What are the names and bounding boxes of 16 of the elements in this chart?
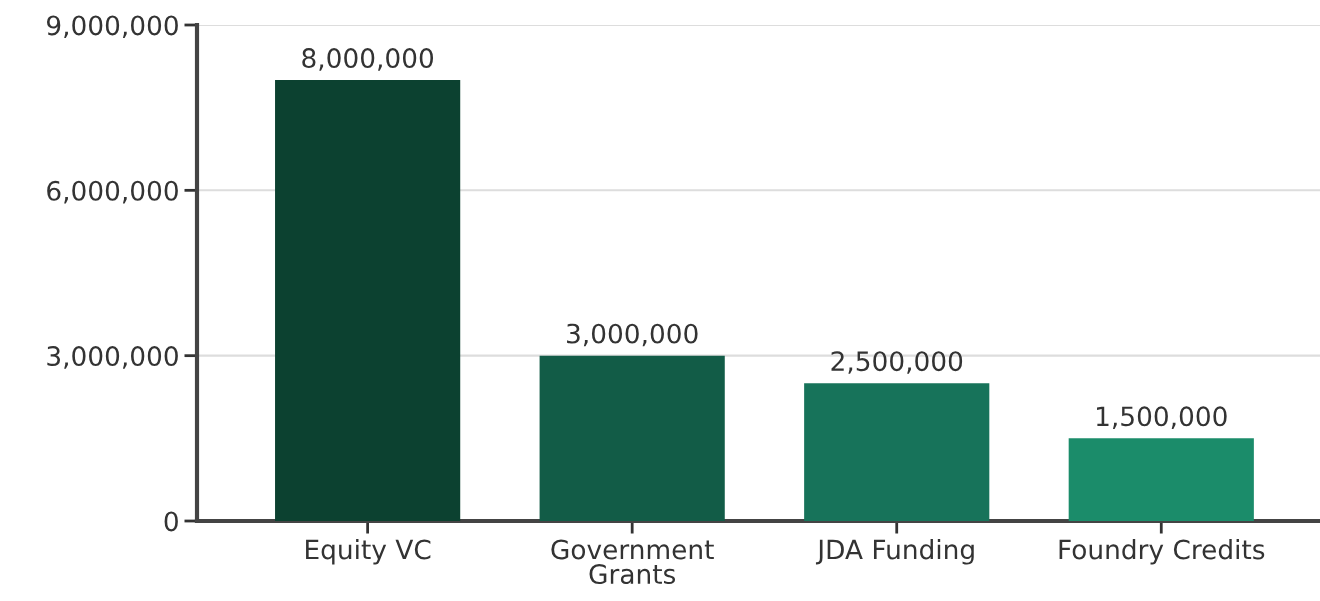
data-label: 3,000,000 [567, 323, 698, 347]
x-tick-label: Government Grants [551, 539, 714, 585]
bar [804, 383, 990, 521]
x-tick-label: Equity VC [306, 539, 431, 565]
x-tick-label: JDA Funding [815, 539, 974, 565]
y-tick-label: 0 [164, 511, 178, 532]
bar [275, 80, 461, 521]
x-tick-label: Foundry Credits [1059, 539, 1265, 565]
data-label: 2,500,000 [831, 351, 963, 374]
y-tick-label: 9,000,000 [47, 15, 178, 39]
bar [1068, 438, 1254, 521]
bar [539, 355, 725, 521]
data-label: 1,500,000 [1097, 406, 1227, 429]
y-tick-label: 6,000,000 [47, 180, 178, 204]
data-label: 8,000,000 [302, 48, 434, 71]
y-tick-label: 3,000,000 [47, 346, 178, 369]
